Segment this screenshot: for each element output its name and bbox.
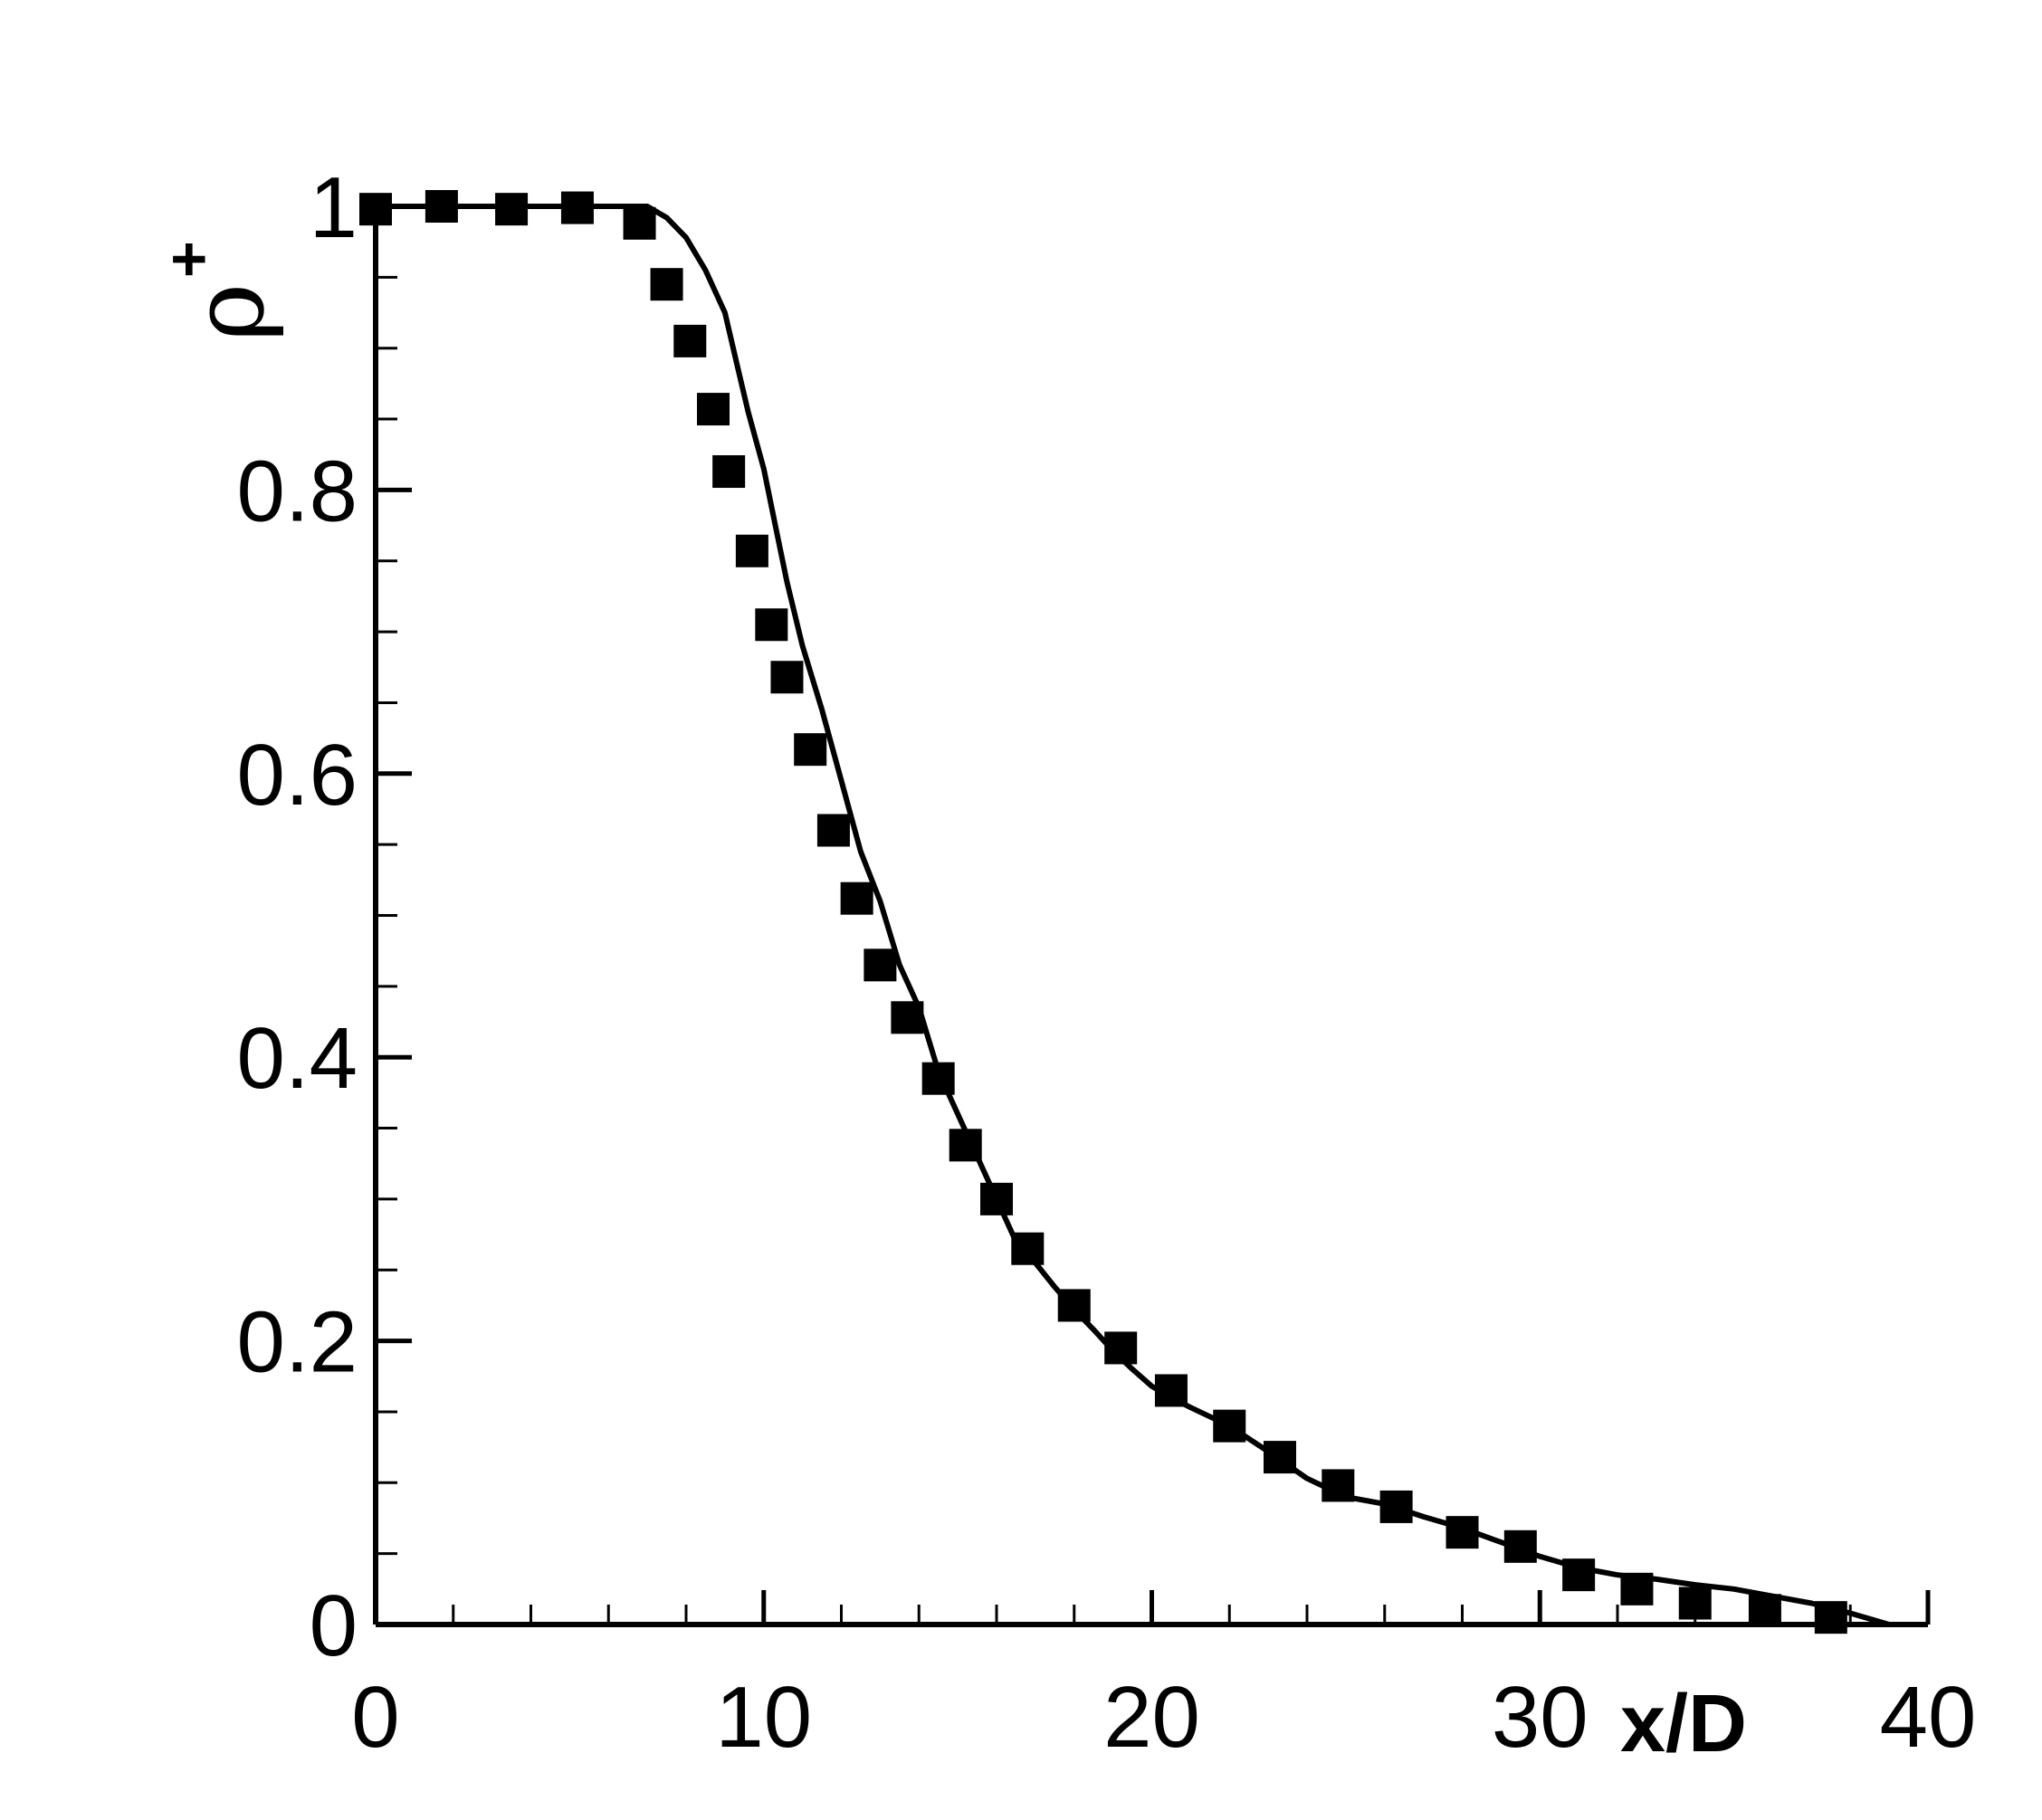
data-point-square xyxy=(495,193,529,226)
data-point-square xyxy=(1814,1601,1847,1634)
data-point-square xyxy=(1748,1594,1781,1627)
data-point-square xyxy=(735,534,768,567)
y-axis-title-superscript: + xyxy=(153,241,224,278)
data-point-square xyxy=(840,881,873,915)
x-tick-label: 30 xyxy=(1492,1669,1589,1766)
x-tick-label: 0 xyxy=(351,1669,399,1766)
axes xyxy=(373,206,1928,1627)
data-point-square xyxy=(1104,1331,1138,1365)
y-axis-title-group: ρ + xyxy=(153,241,286,341)
data-point-square xyxy=(755,608,788,642)
data-point-square xyxy=(623,206,656,240)
ticks xyxy=(373,204,1931,1627)
data-point-square xyxy=(794,733,827,767)
y-tick-label: 0.8 xyxy=(237,443,358,539)
y-tick-label: 1 xyxy=(310,159,358,256)
data-point-square xyxy=(816,814,850,847)
x-tick-label: 20 xyxy=(1103,1669,1200,1766)
data-point-square xyxy=(980,1182,1013,1215)
data-point-square xyxy=(770,661,804,694)
axis-titles: x/D ρ + xyxy=(153,241,1747,1769)
data-point-square xyxy=(1263,1441,1296,1474)
data-point-square xyxy=(560,191,594,224)
x-tick-label: 40 xyxy=(1880,1669,1977,1766)
data-point-square xyxy=(949,1129,982,1162)
data-point-square xyxy=(1011,1232,1045,1265)
data-point-square xyxy=(1213,1409,1246,1443)
data-point-square xyxy=(673,324,707,357)
data-point-square xyxy=(1057,1289,1091,1322)
x-axis-title: x/D xyxy=(1620,1679,1747,1769)
x-tick-label: 10 xyxy=(715,1669,812,1766)
data-point-square xyxy=(650,268,683,301)
y-tick-label: 0.6 xyxy=(237,727,358,824)
data-point-square xyxy=(1322,1469,1355,1502)
data-point-square xyxy=(1503,1529,1537,1563)
data-point-square xyxy=(425,190,458,223)
data-point-square xyxy=(1562,1558,1596,1592)
data-point-square xyxy=(1154,1374,1188,1407)
data-series xyxy=(359,190,1890,1634)
y-tick-label: 0 xyxy=(310,1577,358,1674)
data-point-square xyxy=(864,948,897,982)
tick-labels: 0 10 20 30 40 0 0.2 0.4 0.6 0.8 1 xyxy=(237,159,1977,1766)
data-point-square xyxy=(921,1062,955,1095)
data-point-square xyxy=(1446,1516,1479,1549)
data-point-square xyxy=(1678,1587,1712,1620)
data-point-square xyxy=(697,393,730,426)
data-point-square xyxy=(712,455,746,489)
y-tick-label: 0.4 xyxy=(237,1010,358,1107)
data-point-square xyxy=(359,193,392,226)
series-line xyxy=(376,204,1890,1627)
data-point-square xyxy=(891,1001,924,1034)
data-point-square xyxy=(1379,1490,1413,1523)
y-tick-label: 0.2 xyxy=(237,1294,358,1391)
data-point-square xyxy=(1620,1572,1654,1606)
y-axis-title: ρ xyxy=(170,283,286,342)
